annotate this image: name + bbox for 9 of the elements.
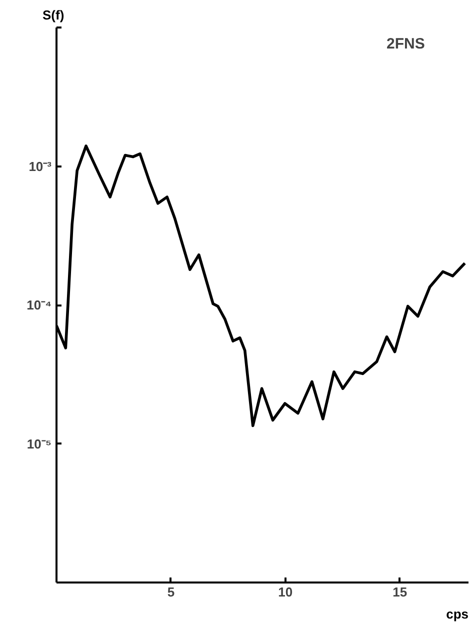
x-tick-label: 5: [167, 584, 175, 600]
x-axis-title: cps: [446, 606, 469, 622]
y-tick-label: 10⁻⁵: [26, 436, 52, 452]
y-tick-label: 10⁻³: [28, 158, 52, 174]
x-tick-label: 15: [392, 584, 408, 600]
y-axis-title: S(f): [42, 8, 64, 22]
x-tick-label: 10: [278, 584, 293, 600]
annotation: 2FNS: [386, 36, 425, 52]
y-tick-label: 10⁻⁴: [26, 298, 52, 312]
